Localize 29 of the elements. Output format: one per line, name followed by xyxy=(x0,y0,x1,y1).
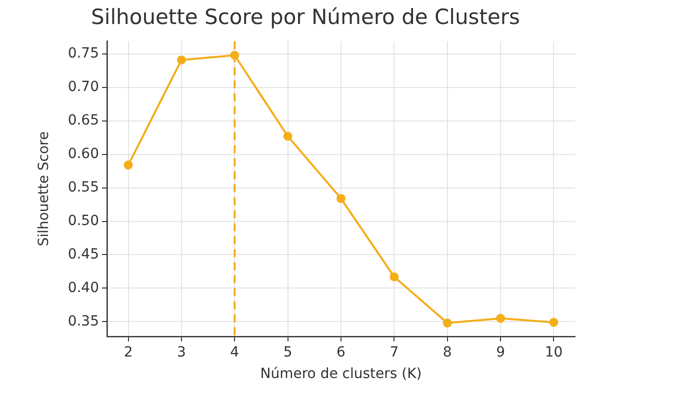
point xyxy=(442,318,452,328)
y-tick-label: 0.60 xyxy=(68,146,99,162)
x-tick-label: 7 xyxy=(390,344,399,360)
x-tick-label: 5 xyxy=(283,344,292,360)
chart-title: Silhouette Score por Número de Clusters xyxy=(91,5,520,30)
point xyxy=(496,314,506,323)
y-tick-label: 0.75 xyxy=(68,46,99,62)
x-tick-label: 8 xyxy=(442,344,452,360)
y-tick-label: 0.55 xyxy=(68,179,99,196)
point xyxy=(283,132,292,141)
point xyxy=(176,55,186,64)
y-tick-label: 0.40 xyxy=(68,280,99,296)
x-tick-label: 3 xyxy=(176,344,186,360)
x-tick-label: 2 xyxy=(124,344,133,360)
point xyxy=(124,160,133,170)
point xyxy=(390,272,399,282)
x-tick-label: 4 xyxy=(230,344,240,360)
y-tick-label: 0.65 xyxy=(68,112,99,128)
point xyxy=(549,318,558,327)
point xyxy=(336,194,346,204)
y-tick-label: 0.45 xyxy=(68,246,99,262)
x-tick-label: 10 xyxy=(544,344,563,360)
x-tick-label: 9 xyxy=(496,344,506,360)
y-tick-label: 0.35 xyxy=(68,313,99,330)
y-tick-label: 0.50 xyxy=(68,212,99,229)
x-tick-label: 6 xyxy=(336,344,346,360)
y-axis-title: Silhouette Score xyxy=(36,131,52,246)
x-axis-title: Número de clusters (K) xyxy=(260,366,422,382)
y-tick-label: 0.70 xyxy=(68,79,99,96)
